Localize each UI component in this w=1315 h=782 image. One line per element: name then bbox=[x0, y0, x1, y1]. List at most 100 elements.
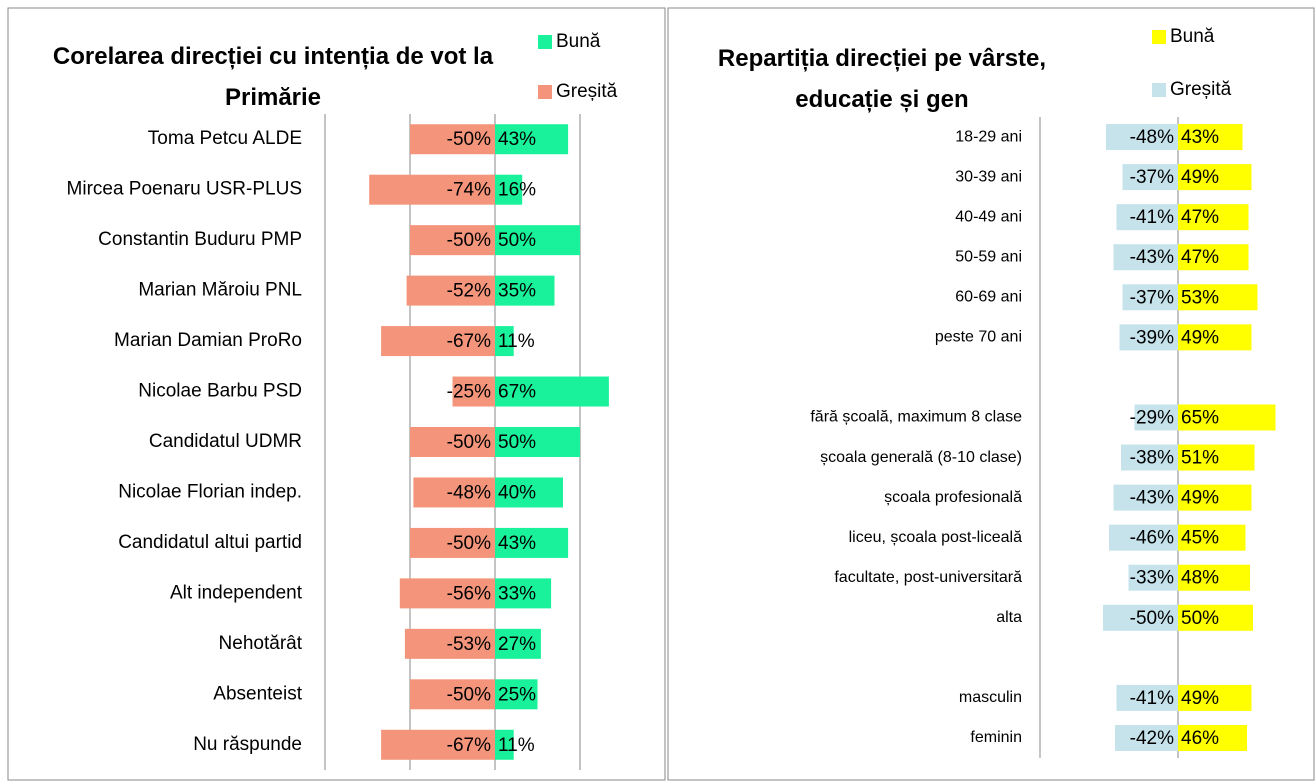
bar bbox=[369, 174, 495, 205]
category-label: liceu, școala post-liceală bbox=[849, 529, 1023, 546]
data-label: -50% bbox=[447, 129, 491, 150]
data-label: -25% bbox=[447, 382, 491, 403]
bar bbox=[1119, 324, 1178, 351]
data-label: -50% bbox=[447, 432, 491, 453]
bar bbox=[1115, 724, 1178, 751]
data-label: -50% bbox=[447, 230, 491, 251]
data-label: 43% bbox=[498, 533, 536, 554]
category-label: Alt independent bbox=[170, 582, 303, 603]
bar bbox=[495, 275, 555, 306]
legend-swatch bbox=[1152, 83, 1166, 97]
bar bbox=[1178, 564, 1250, 591]
data-label: -37% bbox=[1130, 167, 1174, 188]
data-label: -41% bbox=[1130, 207, 1174, 228]
data-label: -53% bbox=[447, 634, 491, 655]
data-label: -67% bbox=[447, 331, 491, 352]
bar bbox=[410, 225, 495, 256]
category-label: Candidatul UDMR bbox=[149, 431, 302, 452]
bar bbox=[495, 578, 552, 609]
category-label: școala profesională bbox=[884, 489, 1022, 506]
data-label: 51% bbox=[1181, 448, 1219, 469]
category-label: Candidatul altui partid bbox=[118, 532, 302, 553]
legend-swatch bbox=[538, 35, 552, 49]
data-label: 11% bbox=[498, 735, 535, 756]
bar bbox=[1178, 284, 1258, 311]
data-label: 16% bbox=[498, 180, 536, 201]
data-label: 50% bbox=[498, 230, 536, 251]
bar bbox=[1178, 124, 1243, 151]
data-label: 40% bbox=[498, 482, 536, 503]
data-label: -37% bbox=[1130, 287, 1174, 308]
category-label: Absenteist bbox=[213, 683, 302, 704]
category-label: Toma Petcu ALDE bbox=[148, 128, 302, 149]
data-label: 48% bbox=[1181, 568, 1219, 589]
bar bbox=[1178, 724, 1247, 751]
bar bbox=[381, 326, 495, 357]
bar bbox=[495, 427, 580, 457]
data-label: -43% bbox=[1130, 247, 1174, 268]
data-label: 35% bbox=[498, 281, 536, 302]
bar bbox=[495, 174, 523, 205]
data-label: 50% bbox=[1181, 608, 1219, 629]
data-label: 43% bbox=[498, 129, 536, 150]
bar bbox=[1103, 604, 1178, 631]
data-label: 49% bbox=[1181, 327, 1219, 348]
bar bbox=[399, 578, 495, 609]
bar bbox=[1178, 604, 1253, 631]
bar bbox=[1178, 244, 1249, 271]
data-label: -38% bbox=[1130, 448, 1174, 469]
legend-label: Bună bbox=[1170, 26, 1215, 47]
data-label: -42% bbox=[1130, 728, 1174, 749]
data-label: -41% bbox=[1130, 688, 1174, 709]
category-label: Marian Damian ProRo bbox=[114, 330, 302, 351]
bar bbox=[1178, 324, 1252, 351]
data-label: 33% bbox=[498, 583, 536, 604]
bar bbox=[1134, 404, 1178, 431]
data-label: 49% bbox=[1181, 688, 1219, 709]
category-label: alta bbox=[996, 609, 1022, 626]
bar bbox=[406, 275, 495, 306]
data-label: -50% bbox=[447, 684, 491, 705]
bar bbox=[1178, 204, 1249, 231]
bar bbox=[1178, 684, 1252, 711]
bar bbox=[1113, 484, 1178, 511]
legend-label: Bună bbox=[556, 31, 601, 52]
category-label: peste 70 ani bbox=[935, 329, 1022, 346]
data-label: -33% bbox=[1130, 568, 1174, 589]
bar bbox=[1178, 444, 1255, 471]
bar bbox=[410, 527, 495, 558]
data-label: 53% bbox=[1181, 287, 1219, 308]
category-label: Nicolae Barbu PSD bbox=[138, 381, 302, 402]
bar bbox=[1116, 684, 1178, 711]
legend-label: Greșită bbox=[1170, 79, 1232, 100]
data-label: 49% bbox=[1181, 167, 1219, 188]
bar bbox=[1122, 164, 1178, 191]
bar bbox=[1178, 484, 1252, 511]
data-label: 67% bbox=[498, 382, 536, 403]
bar bbox=[495, 225, 580, 256]
data-label: -46% bbox=[1130, 528, 1174, 549]
panel-frame bbox=[7, 7, 666, 781]
data-label: -56% bbox=[447, 583, 491, 604]
bar bbox=[404, 628, 495, 659]
category-label: facultate, post-universitară bbox=[834, 569, 1022, 586]
bar bbox=[1113, 244, 1178, 271]
data-label: 11% bbox=[498, 331, 535, 352]
bar bbox=[495, 628, 541, 659]
bar bbox=[495, 124, 569, 155]
data-label: -74% bbox=[447, 180, 491, 201]
data-label: -50% bbox=[447, 533, 491, 554]
bar bbox=[410, 679, 495, 710]
category-label: Nu răspunde bbox=[193, 734, 302, 755]
data-label: -29% bbox=[1130, 407, 1174, 428]
bar bbox=[495, 527, 569, 558]
bar bbox=[1178, 524, 1246, 551]
chart-title: Corelarea direcției cu intenția de vot l… bbox=[52, 43, 494, 111]
category-label: feminin bbox=[970, 729, 1022, 746]
data-label: -50% bbox=[1130, 608, 1174, 629]
bar bbox=[1122, 284, 1178, 311]
bar bbox=[381, 729, 495, 760]
category-label: Marian Măroiu PNL bbox=[138, 280, 302, 301]
category-label: Constantin Buduru PMP bbox=[98, 229, 302, 250]
